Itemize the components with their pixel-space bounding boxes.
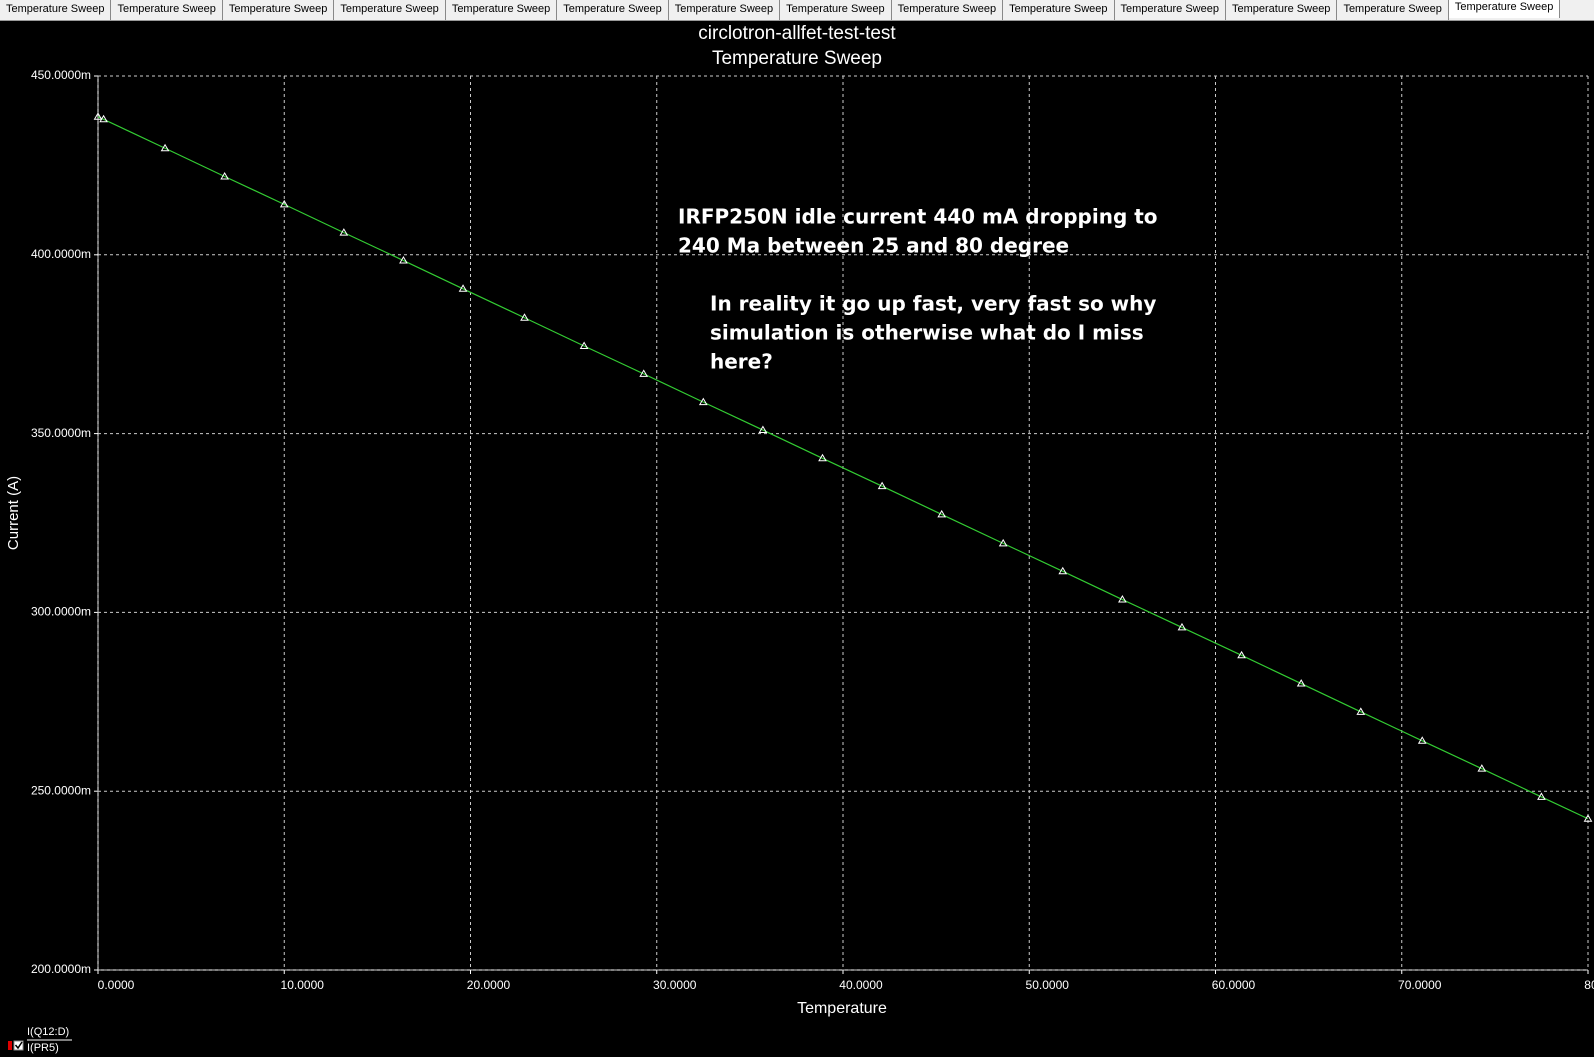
tab[interactable]: Temperature Sweep <box>1115 0 1226 20</box>
x-tick-label: 20.0000 <box>467 978 511 992</box>
tab[interactable]: Temperature Sweep <box>780 0 892 20</box>
point-marker <box>220 171 230 180</box>
annotation: here? <box>710 350 773 374</box>
point-marker <box>93 112 103 120</box>
x-tick-label: 30.0000 <box>653 978 697 992</box>
annotation: simulation is otherwise what do I miss <box>710 321 1144 345</box>
annotation: IRFP250N idle current 440 mA dropping to <box>678 205 1158 229</box>
point-marker <box>639 369 649 377</box>
point-marker <box>937 509 947 518</box>
legend-checkbox <box>13 1040 24 1051</box>
legend-entry: I(Q12:D) <box>27 1026 69 1038</box>
legend-check <box>14 1041 23 1050</box>
x-tick-label: 70.0000 <box>1398 978 1442 992</box>
point-marker <box>279 199 289 208</box>
tab[interactable]: Temperature Sweep <box>557 0 669 20</box>
tab[interactable]: Temperature Sweep <box>892 0 1004 20</box>
tab[interactable]: Temperature Sweep <box>1448 0 1561 18</box>
point-marker <box>1583 814 1593 822</box>
point-marker <box>339 228 349 236</box>
annotation: In reality it go up fast, very fast so w… <box>710 292 1156 316</box>
point-marker <box>818 453 827 462</box>
tab[interactable]: Temperature Sweep <box>223 0 335 20</box>
point-marker <box>758 425 768 434</box>
y-axis-label: Current (A) <box>5 476 22 550</box>
tab[interactable]: Temperature Sweep <box>1003 0 1115 20</box>
chart-subtitle: Temperature Sweep <box>712 48 882 69</box>
point-marker <box>1118 595 1127 603</box>
legend-marker <box>8 1041 12 1050</box>
tab[interactable]: Temperature Sweep <box>1337 0 1449 20</box>
point-marker <box>1537 792 1546 800</box>
x-tick-label: 40.0000 <box>839 978 883 992</box>
point-marker <box>1356 707 1366 715</box>
point-marker <box>1296 679 1306 687</box>
y-tick-label: 450.0000m <box>31 68 91 82</box>
tab[interactable]: Temperature Sweep <box>669 0 781 20</box>
chart-title: circlotron-allfet-test-test <box>698 23 896 44</box>
x-axis-label: Temperature <box>797 1000 887 1017</box>
point-marker <box>998 538 1008 547</box>
point-marker <box>458 284 468 292</box>
tab[interactable]: Temperature Sweep <box>446 0 558 20</box>
point-marker <box>1177 622 1187 631</box>
chart: circlotron-allfet-test-test Temperature … <box>5 23 1594 1054</box>
x-tick-label: 10.0000 <box>281 978 325 992</box>
tab-bar: Temperature Sweep Temperature Sweep Temper… <box>0 0 1594 21</box>
point-marker <box>1477 764 1487 772</box>
point-marker <box>1058 566 1068 575</box>
y-tick-label: 200.0000m <box>31 962 91 976</box>
y-tick-label: 300.0000m <box>31 605 91 619</box>
series-line <box>97 116 1589 820</box>
tab[interactable]: Temperature Sweep <box>1226 0 1338 20</box>
x-tick-label: 0.0000 <box>98 978 135 992</box>
legend-entry: I(PR5) <box>27 1042 59 1054</box>
point-marker <box>520 313 529 321</box>
point-marker <box>579 341 589 349</box>
point-marker <box>99 114 108 123</box>
tab[interactable]: Temperature Sweep <box>111 0 223 20</box>
point-marker <box>877 481 887 490</box>
x-tick-label: 80.0000 <box>1584 978 1594 992</box>
tab[interactable]: Temperature Sweep <box>0 0 112 20</box>
point-marker <box>399 256 408 264</box>
point-marker <box>698 397 708 406</box>
y-tick-label: 350.0000m <box>31 426 91 440</box>
y-tick-label: 250.0000m <box>31 783 91 797</box>
point-marker <box>1417 736 1427 744</box>
point-marker <box>160 143 170 152</box>
x-tick-label: 60.0000 <box>1212 978 1256 992</box>
annotation: 240 Ma between 25 and 80 degree <box>678 234 1069 258</box>
point-marker <box>1237 650 1246 659</box>
x-tick-label: 50.0000 <box>1026 978 1070 992</box>
y-tick-label: 400.0000m <box>31 247 91 261</box>
tab[interactable]: Temperature Sweep <box>334 0 446 20</box>
